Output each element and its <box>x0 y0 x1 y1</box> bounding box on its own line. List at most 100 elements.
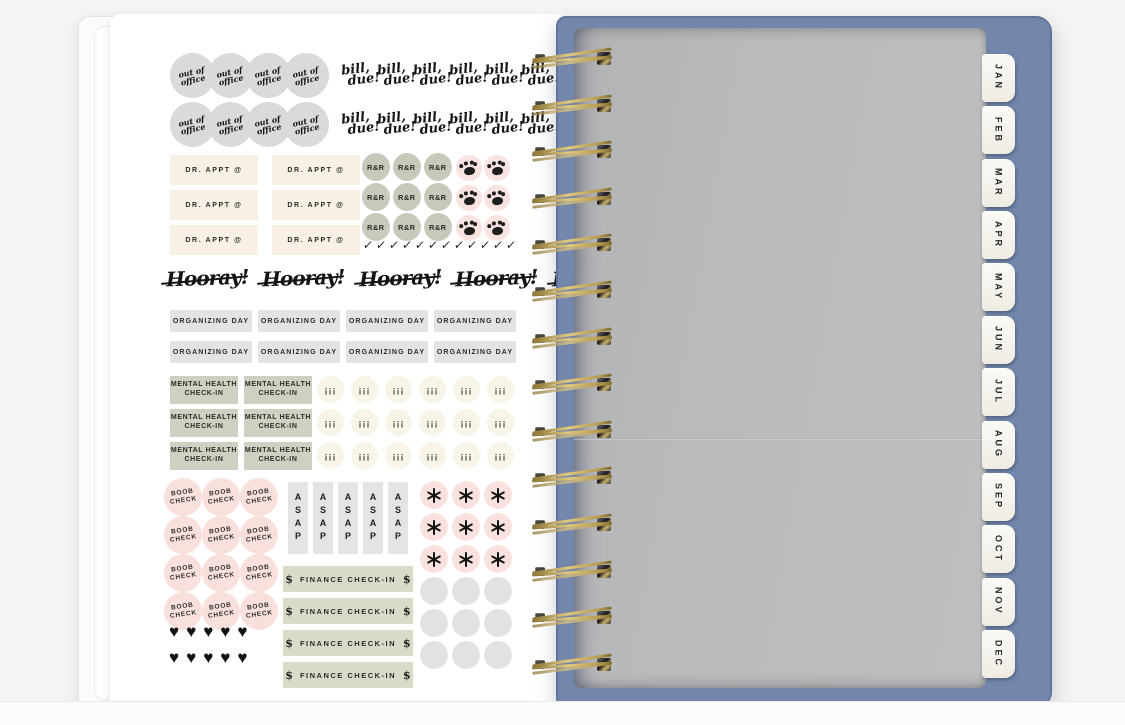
candles-sticker: ¡¡¡ <box>419 376 446 403</box>
binding-coil <box>531 466 618 488</box>
bill-due-sticker: bill, due! <box>484 60 525 89</box>
tab-oct[interactable]: OCT <box>982 525 1015 574</box>
binding-coil <box>531 233 618 255</box>
out-of-office-sticker: out of office <box>208 102 253 147</box>
candles-sticker: ¡¡¡ <box>385 409 412 436</box>
candles-sticker: ¡¡¡ <box>453 376 480 403</box>
candles-sticker: ¡¡¡ <box>487 442 514 469</box>
bill-due-group: bill, due! bill, due! bill, due! bill, d… <box>340 109 560 138</box>
boob-check-sticker: BOOB CHECK <box>237 513 281 557</box>
dr-appt-sticker: DR. APPT @ <box>170 225 258 255</box>
mental-health-sticker: MENTAL HEALTH CHECK-IN <box>244 409 312 437</box>
paw-print-icon <box>490 195 504 206</box>
finance-check-in-sticker: $ FINANCE CHECK-IN $ <box>283 598 413 624</box>
boob-check-grid: BOOB CHECK BOOB CHECK BOOB CHECK BOOB CH… <box>161 475 281 633</box>
binding-coil <box>531 327 618 349</box>
blank-dot-grid <box>420 577 512 669</box>
paw-print-sticker <box>456 155 482 181</box>
rest-and-relax-grid: R&R R&R R&R R&R R&R R&R R&R R&R R&R <box>360 151 454 243</box>
organizing-day-sticker: ORGANIZING DAY <box>258 310 340 332</box>
asterisk-sticker <box>452 481 480 509</box>
bill-due-sticker: bill, due! <box>412 60 453 89</box>
blank-dot-sticker <box>420 641 448 669</box>
asap-sticker: ASAP <box>288 482 308 554</box>
candles-sticker: ¡¡¡ <box>317 376 344 403</box>
out-of-office-sticker: out of office <box>208 53 253 98</box>
mental-health-sticker: MENTAL HEALTH CHECK-IN <box>244 442 312 470</box>
r-and-r-sticker: R&R <box>391 181 423 213</box>
binding-coil <box>531 47 618 69</box>
tab-aug[interactable]: AUG <box>982 420 1015 469</box>
candles-sticker: ¡¡¡ <box>317 442 344 469</box>
r-and-r-sticker: R&R <box>422 181 454 213</box>
dr-appt-sticker: DR. APPT @ <box>170 155 258 185</box>
blank-dot-sticker <box>420 609 448 637</box>
heart-sticker: ♥ <box>220 648 231 667</box>
asterisk-icon <box>458 519 474 535</box>
binding-coil <box>531 420 618 442</box>
asap-sticker: ASAP <box>363 482 383 554</box>
checkmark-sticker: ✓ <box>388 238 401 252</box>
binding-coil <box>531 513 618 535</box>
dollar-icon: $ <box>285 636 293 650</box>
binding-coil <box>531 187 618 209</box>
boob-check-sticker: BOOB CHECK <box>199 513 243 557</box>
sticker-row-out-of-office-1: out of office out of office out of offic… <box>170 53 561 98</box>
binding-coil <box>531 606 618 628</box>
finance-check-in-sticker: $ FINANCE CHECK-IN $ <box>283 662 413 688</box>
tab-apr[interactable]: APR <box>982 211 1015 260</box>
paw-print-icon <box>462 225 476 236</box>
tab-sep[interactable]: SEP <box>982 472 1015 521</box>
hooray-sticker: Hooray! <box>358 264 442 292</box>
binding-coil <box>531 94 618 116</box>
tab-nov[interactable]: NOV <box>982 577 1015 626</box>
asterisk-icon <box>458 487 474 503</box>
paw-print-icon <box>462 195 476 206</box>
dr-appt-sticker: DR. APPT @ <box>170 190 258 220</box>
asterisk-icon <box>490 551 506 567</box>
out-of-office-sticker: out of office <box>170 102 215 147</box>
blank-dot-sticker <box>484 577 512 605</box>
tab-jun[interactable]: JUN <box>982 315 1015 364</box>
heart-sticker: ♥ <box>203 648 214 667</box>
dollar-icon: $ <box>403 668 411 682</box>
asterisk-icon <box>426 487 442 503</box>
dollar-icon: $ <box>403 572 411 586</box>
bill-due-sticker: bill, due! <box>412 109 453 138</box>
tab-jul[interactable]: JUL <box>982 368 1015 417</box>
boob-check-sticker: BOOB CHECK <box>161 475 205 519</box>
blank-dot-sticker <box>484 641 512 669</box>
candles-sticker: ¡¡¡ <box>351 409 378 436</box>
bill-due-sticker: bill, due! <box>376 60 417 89</box>
out-of-office-sticker: out of office <box>246 53 291 98</box>
out-of-office-sticker: out of office <box>246 102 291 147</box>
heart-sticker: ♥ <box>186 648 197 667</box>
tab-feb[interactable]: FEB <box>982 106 1015 155</box>
finance-check-in-column: $ FINANCE CHECK-IN $ $ FINANCE CHECK-IN … <box>283 566 413 688</box>
heart-sticker-row: ♥ ♥ ♥ ♥ ♥ <box>169 623 247 640</box>
table-surface-edge <box>0 701 1125 725</box>
checkmark-sticker: ✓ <box>492 238 505 252</box>
tab-may[interactable]: MAY <box>982 263 1015 312</box>
hooray-sticker: Hooray! <box>262 264 346 292</box>
dr-appt-sticker: DR. APPT @ <box>272 190 360 220</box>
tab-dec[interactable]: DEC <box>982 629 1015 678</box>
asterisk-sticker <box>420 545 448 573</box>
tab-jan[interactable]: JAN <box>982 54 1015 102</box>
candles-sticker: ¡¡¡ <box>385 442 412 469</box>
gray-divider-page <box>574 28 986 688</box>
checkmark-sticker: ✓ <box>440 238 453 252</box>
mental-health-grid: MENTAL HEALTH CHECK-IN MENTAL HEALTH CHE… <box>170 376 312 470</box>
bill-due-sticker: bill, due! <box>340 60 381 89</box>
paw-print-icon <box>462 165 476 176</box>
candles-sticker: ¡¡¡ <box>453 442 480 469</box>
asap-sticker: ASAP <box>388 482 408 554</box>
tab-mar[interactable]: MAR <box>982 158 1015 207</box>
finance-check-in-sticker: $ FINANCE CHECK-IN $ <box>283 566 413 592</box>
dollar-icon: $ <box>285 668 293 682</box>
bill-due-sticker: bill, due! <box>448 60 489 89</box>
paw-print-sticker <box>484 215 510 241</box>
binding-coil <box>531 280 618 302</box>
r-and-r-sticker: R&R <box>360 151 392 183</box>
